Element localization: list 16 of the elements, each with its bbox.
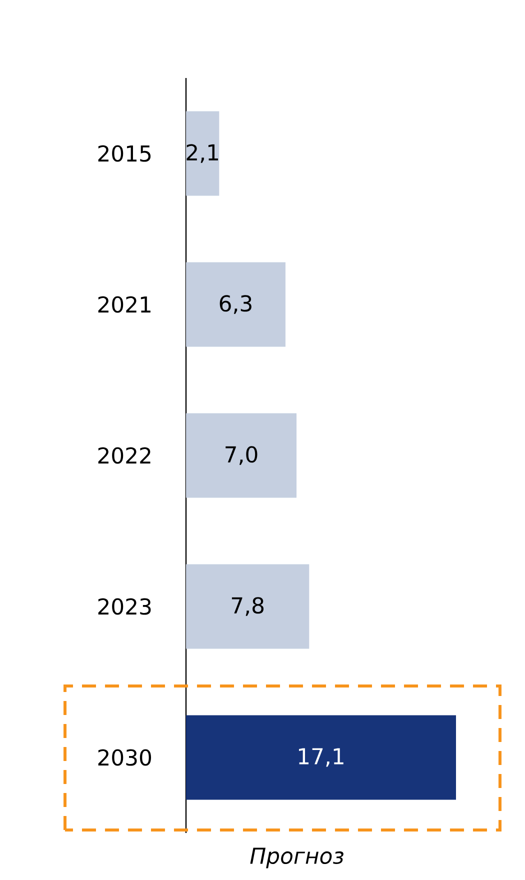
data-label: 7,0: [226, 446, 258, 465]
y-tick-label: 2021: [98, 296, 150, 313]
y-tick-label: 2015: [98, 145, 151, 162]
data-label: 17,1: [299, 748, 344, 767]
bar: [186, 111, 220, 196]
data-label: 7,8: [232, 597, 264, 616]
bar: [186, 413, 297, 498]
y-tick-label: 2030: [98, 749, 152, 766]
text: Прогноз: [250, 848, 344, 868]
y-tick-label: 2022: [98, 447, 150, 464]
bar: [186, 715, 456, 800]
bar: [186, 564, 310, 649]
data-label: 6,3: [220, 295, 252, 314]
y-tick-label: 2023: [98, 598, 151, 615]
data-label: 2,1: [186, 144, 218, 163]
bar: [186, 262, 286, 347]
